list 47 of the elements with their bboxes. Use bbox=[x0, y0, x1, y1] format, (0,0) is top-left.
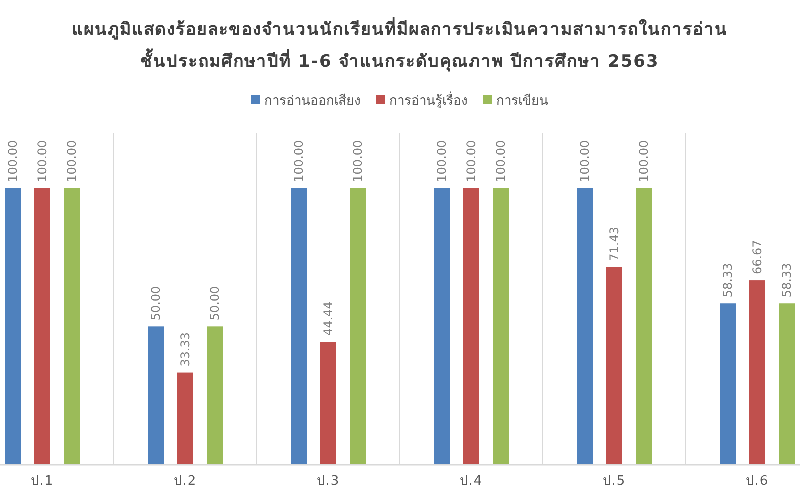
chart-subtitle: ชั้นประถมศึกษาปีที่ 1-6 จำแนกระดับคุณภาพ ปีการศึกษา 2563 bbox=[140, 48, 660, 72]
x-tick-label: ป.5 bbox=[602, 474, 626, 489]
bar bbox=[750, 280, 766, 465]
data-label: 100.00 bbox=[292, 140, 306, 182]
data-label: 100.00 bbox=[6, 140, 20, 182]
bar bbox=[291, 188, 307, 465]
data-label: 44.44 bbox=[322, 302, 336, 336]
data-label: 100.00 bbox=[637, 140, 651, 182]
x-tick-label: ป.2 bbox=[174, 474, 198, 489]
data-label: 33.33 bbox=[178, 332, 192, 367]
bar bbox=[207, 326, 223, 465]
bar bbox=[434, 188, 450, 465]
data-label: 100.00 bbox=[36, 140, 50, 182]
bar bbox=[350, 188, 366, 465]
data-label: 100.00 bbox=[464, 140, 478, 182]
data-label: 100.00 bbox=[351, 140, 365, 182]
data-label: 100.00 bbox=[578, 140, 592, 182]
bar bbox=[720, 304, 736, 465]
legend-label: การอ่านออกเสียง bbox=[264, 93, 360, 109]
bar bbox=[636, 188, 652, 465]
data-label: 66.67 bbox=[750, 240, 764, 275]
chart-title: แผนภูมิแสดงร้อยละของจำนวนนักเรียนที่มีผลการประเมินความสามารถในการอ่าน bbox=[72, 17, 728, 41]
bar bbox=[779, 304, 795, 465]
bar bbox=[5, 188, 21, 465]
legend-label: การอ่านรู้เรื่อง bbox=[390, 92, 468, 109]
bar bbox=[493, 188, 509, 465]
x-tick-label: ป.1 bbox=[30, 474, 54, 489]
data-label: 58.33 bbox=[780, 263, 794, 298]
data-label: 100.00 bbox=[435, 140, 449, 182]
data-label: 50.00 bbox=[208, 286, 222, 321]
x-tick-label: ป.4 bbox=[460, 474, 484, 489]
legend-label: การเขียน bbox=[496, 93, 548, 109]
bar bbox=[464, 188, 480, 465]
bar bbox=[577, 188, 593, 465]
bar bbox=[64, 188, 80, 465]
bar bbox=[148, 326, 164, 465]
x-tick-label: ป.3 bbox=[316, 474, 340, 489]
bar bbox=[320, 342, 336, 465]
data-label: 58.33 bbox=[721, 263, 735, 298]
bar bbox=[178, 372, 194, 465]
data-label: 100.00 bbox=[494, 140, 508, 182]
x-tick-label: ป.6 bbox=[746, 474, 770, 489]
bar bbox=[34, 188, 50, 465]
data-label: 100.00 bbox=[65, 140, 79, 182]
bar bbox=[606, 267, 622, 465]
data-label: 50.00 bbox=[149, 286, 163, 321]
data-label: 71.43 bbox=[608, 227, 622, 262]
